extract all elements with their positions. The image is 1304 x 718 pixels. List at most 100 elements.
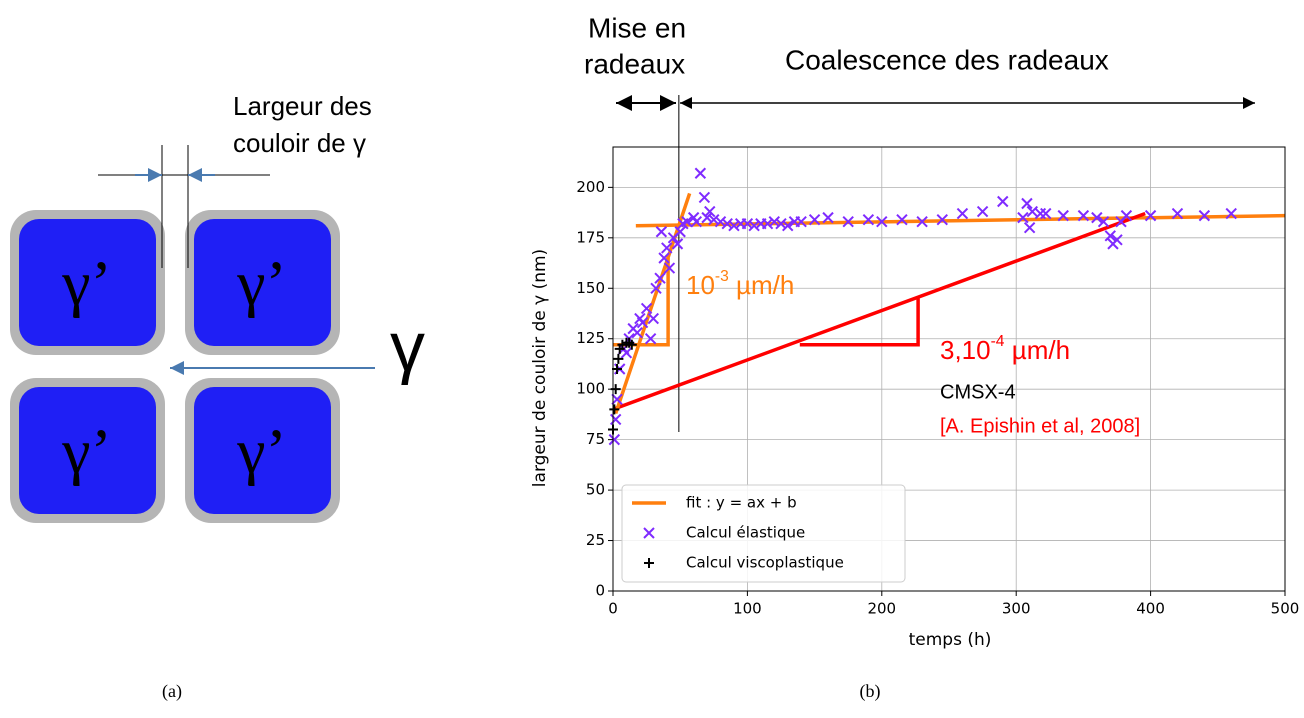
point (1026, 205, 1039, 218)
point (1144, 209, 1157, 222)
point (698, 191, 711, 204)
annotation-sup: -4 (991, 333, 1005, 350)
point (1225, 207, 1237, 220)
plot-frame (612, 146, 1286, 592)
y-tick-label: 175 (576, 228, 605, 246)
point (808, 213, 821, 226)
legend-label: Calcul viscoplastique (686, 554, 844, 572)
line (612, 211, 1146, 412)
y-axis-label: largeur de couloir de γ (nm) (530, 249, 550, 487)
point (611, 393, 623, 405)
annotation: CMSX-4 (940, 381, 1016, 403)
phase-label: γ’ (236, 248, 287, 319)
point (1057, 209, 1069, 222)
legend-box (621, 484, 906, 583)
point (775, 217, 787, 230)
point (610, 384, 621, 395)
point (976, 205, 989, 218)
precipitates (10, 210, 340, 523)
y-tick-label: 75 (586, 430, 605, 448)
point (661, 242, 673, 254)
phase-label: γ’ (236, 416, 287, 487)
y-tick-label: 125 (576, 329, 605, 347)
phase-label: Mise en (588, 12, 686, 43)
annotation-sup: -3 (715, 268, 729, 285)
point (1017, 211, 1029, 224)
point (650, 282, 662, 294)
precipitate (19, 387, 156, 514)
x-tick-label: 0 (608, 600, 618, 618)
point (647, 312, 660, 325)
annotation-unit: µm/h (1004, 335, 1070, 365)
y-tick-label: 25 (586, 531, 605, 549)
legend-swatch (643, 527, 655, 539)
point (728, 220, 740, 232)
phase-label: γ’ (61, 248, 112, 319)
point (795, 215, 807, 228)
point (822, 211, 834, 224)
legend-label: fit : y = ax + b (686, 494, 797, 512)
matrix-label: γ (390, 307, 425, 385)
point (704, 205, 716, 218)
precipitate (194, 219, 331, 346)
point (1198, 209, 1211, 222)
y-tick-label: 50 (586, 481, 605, 499)
point (768, 215, 780, 228)
point (916, 215, 928, 228)
point (714, 215, 727, 228)
precipitate (19, 219, 156, 346)
point (862, 213, 875, 226)
point (1104, 230, 1116, 242)
point (1091, 211, 1103, 224)
line (635, 213, 1286, 228)
point (674, 226, 686, 238)
y-tick-label: 150 (576, 279, 605, 297)
point (644, 333, 657, 345)
point (761, 217, 774, 230)
point (626, 339, 637, 350)
point (741, 217, 754, 230)
width-label: Largeur des (233, 91, 372, 121)
annotation: [A. Epishin et al, 2008] (940, 415, 1140, 437)
x-tick-label: 500 (1271, 600, 1300, 618)
annotation-unit: µm/h (729, 270, 795, 300)
point (609, 413, 622, 426)
width-label: couloir de γ (233, 128, 366, 158)
point (671, 238, 684, 250)
annotation-base: 3,10 (940, 335, 991, 365)
line (799, 298, 920, 347)
point (1023, 222, 1036, 234)
point (1171, 207, 1184, 220)
x-tick-label: 300 (1002, 600, 1031, 618)
point (701, 211, 713, 224)
x-tick-label: 400 (1136, 600, 1165, 618)
point (613, 353, 624, 364)
x-axis-label: temps (h) (909, 630, 992, 650)
annotation: 10-3 µm/h (686, 268, 794, 300)
point (1040, 207, 1052, 220)
phase-label: γ’ (61, 416, 112, 487)
point (708, 213, 720, 226)
annotation-base: 10 (686, 270, 715, 300)
line (613, 258, 670, 347)
y-tick-label: 100 (576, 380, 605, 398)
precipitate (194, 387, 331, 514)
point (1077, 209, 1090, 222)
point (631, 326, 643, 339)
x-tick-label: 200 (867, 600, 896, 618)
point (655, 226, 668, 238)
phase-label: Coalescence des radeaux (785, 44, 1109, 75)
caption: (a) (162, 681, 182, 702)
point (876, 215, 888, 228)
point (690, 215, 703, 228)
point (1097, 215, 1110, 228)
point (654, 272, 666, 284)
caption: (b) (860, 681, 881, 702)
point (1111, 234, 1123, 246)
point (609, 404, 620, 415)
point (636, 316, 649, 329)
point (612, 364, 623, 374)
legend-label: Calcul élastique (686, 524, 805, 542)
x-tick-label: 100 (733, 600, 762, 618)
